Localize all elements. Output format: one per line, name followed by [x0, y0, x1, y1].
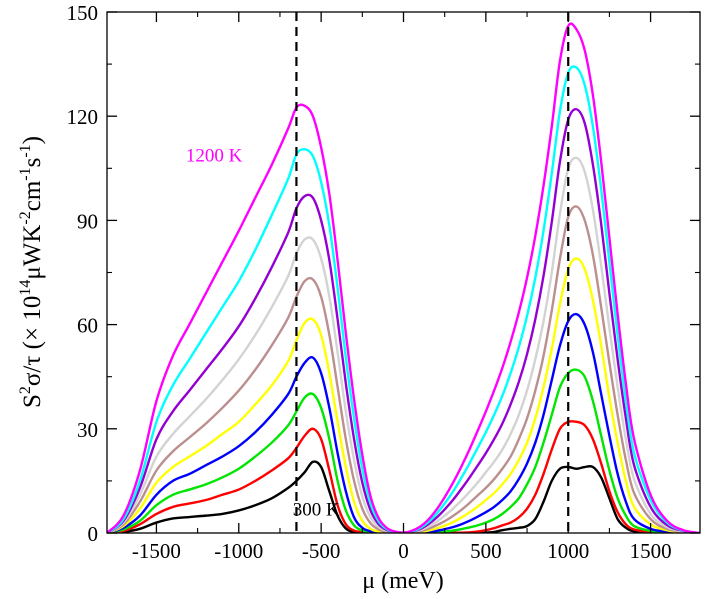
y-label-unit-c: s	[19, 158, 46, 168]
x-tick-label: 500	[470, 539, 502, 563]
series-line-900-k	[107, 156, 700, 533]
series-line-1200-k	[107, 22, 700, 533]
y-label-unit-a: μWK	[19, 225, 46, 280]
series-line-700-k	[107, 257, 700, 533]
series-layer	[107, 22, 700, 533]
y-label-exp-a: -2	[17, 211, 34, 224]
annotations: 1200 K 300 K	[186, 145, 340, 520]
y-label-S: S	[19, 394, 46, 408]
x-tick-label: 0	[398, 539, 409, 563]
reference-lines	[295, 12, 570, 533]
y-label-close: )	[19, 136, 46, 144]
y-tick-label: 120	[67, 105, 99, 129]
x-tick-label: 1000	[547, 539, 589, 563]
y-tick-label: 60	[77, 314, 98, 338]
y-label-sup-14: 14	[17, 280, 34, 296]
series-line-1000-k	[107, 107, 700, 533]
x-axis-label: μ (meV)	[362, 568, 444, 594]
annotation-label-0: 1200 K	[186, 145, 243, 166]
y-label-exp-c: -1	[17, 144, 34, 157]
annotation-label-1: 300 K	[293, 500, 340, 521]
axis-ticks: -1500 -1000 -500 0 500 1000 1500 0 30 60 90 120 150	[67, 1, 700, 563]
series-line-1100-k	[107, 65, 700, 533]
x-tick-label: -500	[302, 539, 341, 563]
y-tick-label: 0	[88, 522, 99, 546]
x-tick-label: -1000	[214, 539, 263, 563]
y-tick-label: 90	[77, 209, 98, 233]
y-label-unit-b: cm	[19, 180, 46, 211]
y-axis-label: S2σ/τ (× 1014μWK-2cm-1s-1)	[17, 136, 46, 408]
x-tick-label: 1500	[630, 539, 672, 563]
y-label-sup-2: 2	[17, 386, 34, 394]
y-tick-label: 150	[67, 1, 99, 25]
y-tick-label: 30	[77, 418, 98, 442]
y-label-exp-b: -1	[17, 167, 34, 180]
x-tick-label: -1500	[132, 539, 181, 563]
series-line-600-k	[107, 312, 700, 533]
y-label-sigma-tau: σ/τ (× 10	[19, 296, 46, 386]
series-line-800-k	[107, 205, 700, 533]
